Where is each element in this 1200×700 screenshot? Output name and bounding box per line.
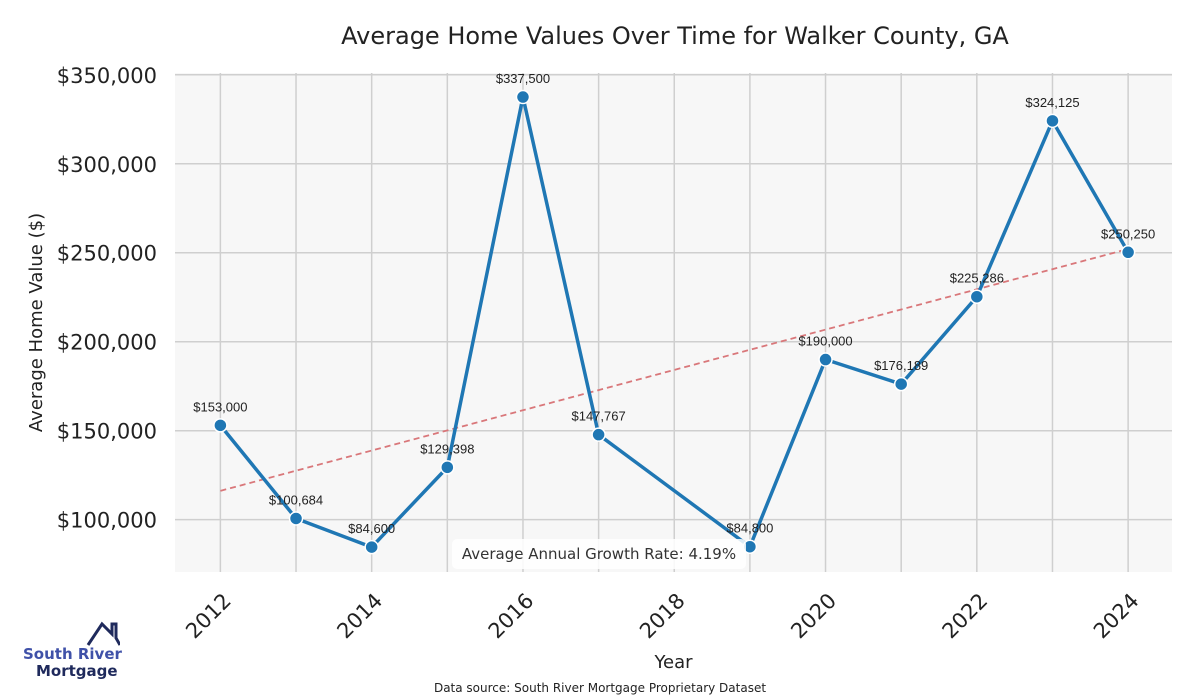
data-label: $129,398 [420, 441, 474, 456]
x-tick-label: 2016 [484, 589, 539, 644]
data-point [591, 427, 606, 442]
chart-title: Average Home Values Over Time for Walker… [341, 22, 1009, 50]
data-point [893, 376, 909, 392]
data-label: $225,286 [950, 271, 1004, 286]
logo-line1: South River [23, 645, 122, 663]
x-tick-label: 2022 [938, 589, 993, 644]
data-label: $176,189 [874, 358, 928, 373]
data-label: $190,000 [798, 334, 852, 349]
data-point [213, 418, 228, 433]
data-label: $147,767 [571, 409, 625, 424]
data-label: $100,684 [269, 492, 323, 507]
y-tick-label: $250,000 [57, 242, 157, 266]
x-tick-label: 2020 [786, 589, 841, 644]
x-tick-label: 2012 [181, 589, 236, 644]
company-logo: South River Mortgage [20, 620, 122, 680]
data-point [515, 89, 531, 105]
data-point [969, 289, 985, 304]
house-roof-icon [86, 621, 120, 646]
data-label: $250,250 [1101, 226, 1155, 241]
data-point [440, 460, 455, 475]
data-label: $324,125 [1025, 95, 1079, 110]
logo-line2: Mortgage [36, 662, 118, 680]
y-tick-label: $300,000 [57, 153, 157, 177]
x-tick-label: 2024 [1089, 589, 1144, 644]
data-point [1045, 113, 1060, 129]
x-tick-label: 2014 [332, 589, 387, 644]
data-point [364, 539, 379, 555]
plot-area [175, 73, 1172, 572]
data-label: $153,000 [193, 399, 247, 414]
data-point [818, 352, 833, 367]
data-source-note: Data source: South River Mortgage Propri… [433, 681, 767, 695]
x-tick-label: 2018 [635, 589, 690, 644]
y-tick-label: $350,000 [57, 64, 157, 88]
x-axis-label: Year [653, 652, 693, 673]
growth-rate-annotation: Average Annual Growth Rate: 4.19% [452, 539, 746, 569]
trend-line [220, 248, 1129, 492]
data-label: $84,600 [348, 521, 395, 536]
y-axis-label: Average Home Value ($) [26, 213, 47, 432]
y-tick-label: $150,000 [57, 420, 157, 444]
data-point [288, 511, 304, 526]
series-line [219, 95, 1130, 549]
y-tick-label: $100,000 [57, 509, 157, 533]
data-label: $337,500 [496, 71, 550, 86]
y-tick-label: $200,000 [57, 331, 157, 355]
data-label: $84,800 [726, 521, 773, 536]
data-point [1120, 245, 1136, 260]
